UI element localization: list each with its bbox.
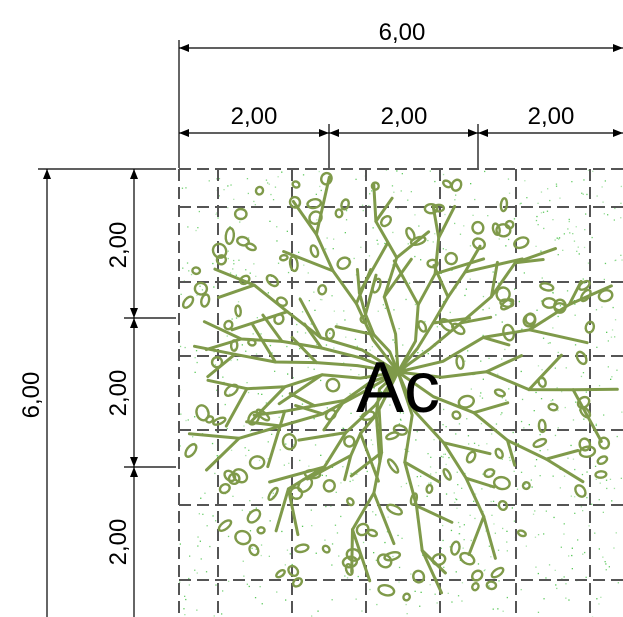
tree-label: Ac <box>356 348 440 428</box>
tree-symbol <box>181 171 619 602</box>
left-dimensions <box>38 168 176 617</box>
left-dimension-1: 2,00 <box>105 222 132 269</box>
hatch-pattern <box>179 169 623 617</box>
top-dimension-2: 2,00 <box>381 103 428 130</box>
top-total-dimension: 6,00 <box>379 19 426 46</box>
left-total-dimension: 6,00 <box>18 372 45 419</box>
left-dimension-2: 2,00 <box>105 370 132 417</box>
top-dimension-1: 2,00 <box>231 103 278 130</box>
left-dimension-3: 2,00 <box>105 519 132 566</box>
top-dimension-3: 2,00 <box>528 103 575 130</box>
top-dimensions <box>178 40 623 168</box>
